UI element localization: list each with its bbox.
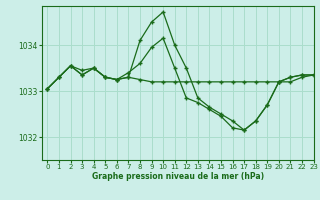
X-axis label: Graphe pression niveau de la mer (hPa): Graphe pression niveau de la mer (hPa) bbox=[92, 172, 264, 181]
